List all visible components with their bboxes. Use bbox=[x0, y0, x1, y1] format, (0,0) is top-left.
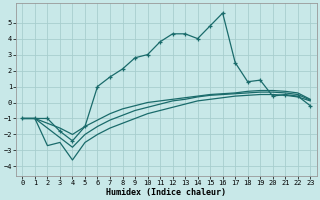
X-axis label: Humidex (Indice chaleur): Humidex (Indice chaleur) bbox=[106, 188, 226, 197]
